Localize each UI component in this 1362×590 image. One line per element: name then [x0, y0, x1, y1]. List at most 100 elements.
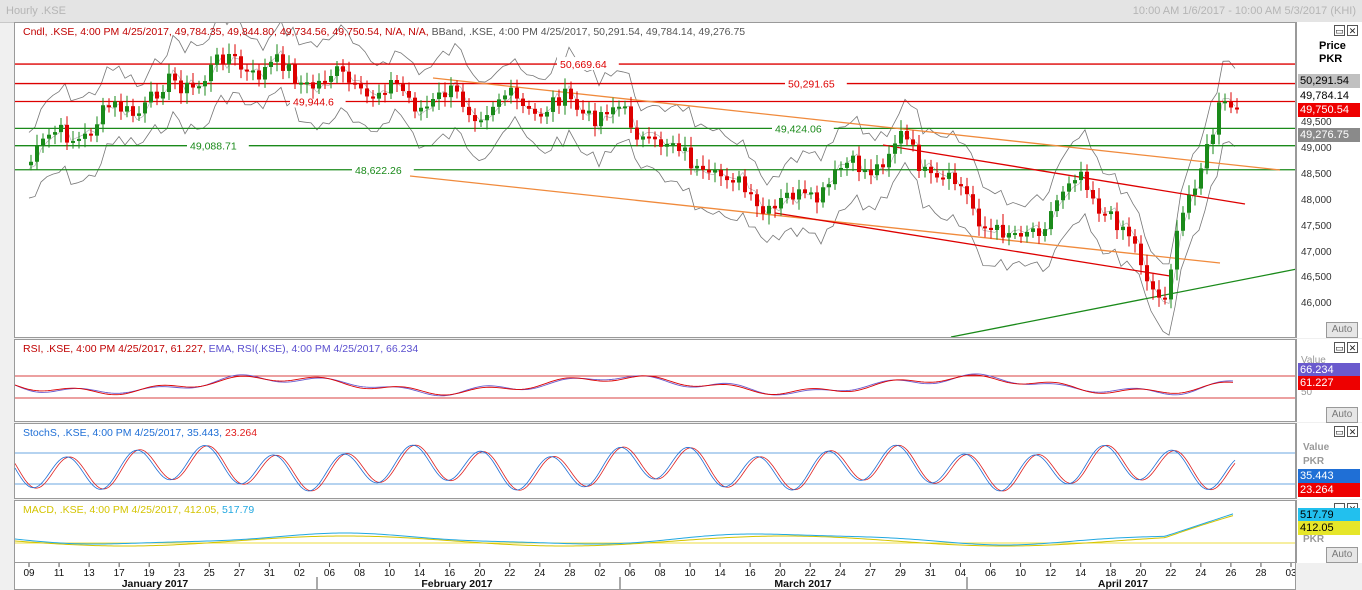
- hline-label-bg: [187, 138, 249, 152]
- macd-tag: 412.05: [1298, 521, 1360, 535]
- candle-body: [671, 143, 675, 146]
- restore-icon[interactable]: ▭: [1334, 426, 1345, 437]
- candle-body: [479, 120, 483, 123]
- candle-body: [527, 106, 531, 109]
- candle-body: [1133, 236, 1137, 244]
- macd-pane[interactable]: MACD, .KSE, 4:00 PM 4/25/2017, 412.05, 5…: [14, 500, 1296, 563]
- close-icon[interactable]: ✕: [1347, 342, 1358, 353]
- stoch-axis[interactable]: ▭ ✕ Value PKR 35.443 23.264: [1296, 423, 1362, 499]
- candle-body: [1031, 228, 1035, 232]
- candle-body: [767, 205, 771, 214]
- close-icon[interactable]: ✕: [1347, 426, 1358, 437]
- window-title: Hourly .KSE: [6, 5, 66, 17]
- restore-icon[interactable]: ▭: [1334, 342, 1345, 353]
- x-tick-label: 10: [684, 568, 696, 579]
- price-axis[interactable]: ▭ ✕ Price PKR 50,291.54 49,784.14 49,750.5…: [1296, 22, 1362, 338]
- stoch-axis-header: Value: [1303, 442, 1330, 453]
- x-tick-label: 14: [1075, 568, 1087, 579]
- candle-body: [1205, 144, 1209, 169]
- candle-body: [935, 173, 939, 178]
- candle-body: [167, 73, 171, 93]
- candle-body: [1127, 226, 1131, 237]
- candle-body: [311, 82, 315, 89]
- candle-body: [617, 106, 621, 109]
- candle-body: [413, 97, 417, 112]
- hline-label: 50,669.64: [560, 59, 607, 71]
- x-tick-label: 09: [23, 568, 35, 579]
- candle-body: [557, 97, 561, 106]
- candle-body: [1175, 230, 1179, 270]
- price-tick: 46,000: [1301, 298, 1332, 310]
- candle-body: [329, 75, 333, 82]
- candle-body: [839, 167, 843, 170]
- restore-icon[interactable]: ▭: [1334, 25, 1345, 36]
- bband-lower: [28, 86, 1236, 336]
- candle-body: [1199, 168, 1203, 189]
- cndl-legend: Cndl, .KSE, 4:00 PM 4/25/2017, 49,784.35…: [23, 26, 429, 38]
- x-axis-svg: 09 11 13 17 19 23 25 27 31 02 06 08 10 14 16 20 22 24 28 02…: [23, 563, 1295, 589]
- candle-body: [761, 206, 765, 214]
- x-tick-label: 22: [1165, 568, 1177, 579]
- price-axis-header: Price: [1319, 40, 1346, 52]
- candle-body: [1211, 134, 1215, 145]
- candle-body: [437, 92, 441, 99]
- candle-body: [1079, 171, 1083, 181]
- candle-body: [917, 144, 921, 171]
- trend-line-2: [882, 144, 1246, 205]
- candle-body: [455, 85, 459, 92]
- auto-scale-button[interactable]: Auto: [1326, 547, 1358, 563]
- auto-scale-button[interactable]: Auto: [1326, 322, 1358, 338]
- candle-body: [653, 136, 657, 140]
- macd-axis-unit: PKR: [1303, 534, 1325, 545]
- candle-body: [47, 134, 51, 139]
- hline-label-bg: [772, 121, 834, 135]
- candle-body: [1085, 171, 1089, 191]
- candle-body: [899, 130, 903, 144]
- x-tick-label: 26: [1225, 568, 1237, 579]
- candle-body: [773, 205, 777, 209]
- price-tag: 49,750.54: [1298, 103, 1360, 117]
- pane-buttons: ▭ ✕: [1334, 25, 1358, 36]
- candle-body: [245, 69, 249, 72]
- rsi-legend-ema: EMA, RSI(.KSE), 4:00 PM 4/25/2017, 66.23…: [208, 343, 419, 355]
- candle-body: [89, 133, 93, 136]
- candle-body: [947, 172, 951, 179]
- candle-body: [257, 70, 261, 80]
- stoch-tag: 35.443: [1298, 469, 1360, 483]
- candle-body: [71, 140, 75, 143]
- x-tick-label: 19: [144, 568, 156, 579]
- rsi-axis-header: Value: [1301, 355, 1326, 366]
- x-tick-label: 29: [895, 568, 907, 579]
- hline-label-bg: [557, 57, 619, 71]
- candle-body: [1151, 281, 1155, 290]
- candle-body: [29, 161, 33, 166]
- candle-body: [191, 82, 195, 88]
- candle-body: [53, 132, 57, 135]
- candle-body: [845, 162, 849, 168]
- close-icon[interactable]: ✕: [1347, 25, 1358, 36]
- candle-body: [731, 180, 735, 183]
- auto-scale-button[interactable]: Auto: [1326, 407, 1358, 423]
- hline-label: 49,424.06: [775, 123, 822, 135]
- candle-body: [293, 63, 297, 84]
- candle-body: [347, 71, 351, 83]
- hline-label: 48,622.26: [355, 165, 402, 177]
- stoch-legend-d: 23.264: [224, 427, 258, 439]
- macd-legend-macd: MACD, .KSE, 4:00 PM 4/25/2017, 412.05,: [23, 504, 220, 516]
- rsi-pane[interactable]: RSI, .KSE, 4:00 PM 4/25/2017, 61.227, EM…: [14, 339, 1296, 422]
- candle-body: [1043, 229, 1047, 236]
- candle-body: [1163, 297, 1167, 300]
- candle-body: [65, 124, 69, 143]
- candle-body: [173, 73, 177, 81]
- candle-body: [509, 87, 513, 96]
- candle-body: [155, 91, 159, 99]
- candle-body: [1037, 228, 1041, 236]
- rsi-tick: 50: [1301, 387, 1313, 398]
- time-range: 10:00 AM 1/6/2017 - 10:00 AM 5/3/2017 (K…: [1132, 5, 1356, 17]
- x-tick-label: 16: [745, 568, 757, 579]
- candle-body: [1025, 231, 1029, 237]
- price-pane[interactable]: 50,669.64 50,291.65 49,944.6 49,424.06 49,08…: [14, 22, 1296, 338]
- stoch-pane[interactable]: StochS, .KSE, 4:00 PM 4/25/2017, 35.443,…: [14, 423, 1296, 499]
- rsi-axis[interactable]: ▭ ✕ Value 50 66.234 61.227 Auto: [1296, 339, 1362, 423]
